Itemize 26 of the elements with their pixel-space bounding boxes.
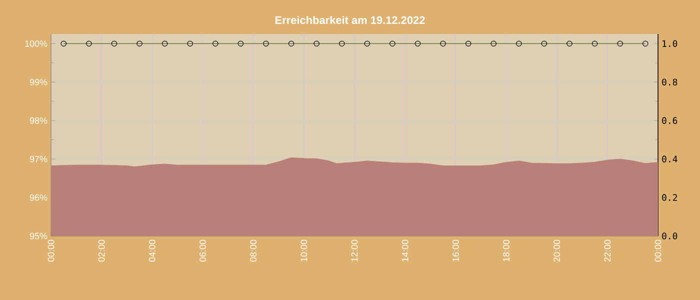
x-tick-label: 20:00: [554, 240, 560, 262]
y-tick-label: 95%: [30, 232, 48, 240]
y2-tick-label: 0.6: [662, 117, 678, 124]
y-tick-label: 100%: [25, 40, 48, 47]
chart-title: Erreichbarkeit am 19.12.2022: [275, 16, 425, 24]
y2-tick-label: 0.4: [662, 156, 678, 162]
y2-tick-label: 0.8: [662, 78, 678, 86]
y-tick-label: 97%: [30, 156, 48, 162]
x-tick-label: 06:00: [200, 240, 206, 262]
y2-tick-label: 0.0: [662, 232, 678, 240]
y2-tick-label: 0.2: [662, 194, 677, 201]
y2-tick-label: 1.0: [662, 40, 678, 48]
y-tick-label: 99%: [30, 78, 48, 86]
x-tick-label: 04:00: [148, 240, 156, 262]
x-tick-label: 08:00: [250, 240, 257, 262]
y-tick-label: 98%: [30, 117, 48, 124]
x-tick-label: 14:00: [402, 240, 408, 262]
y-tick-label: 96%: [30, 194, 48, 201]
x-tick-label: 00:00: [654, 240, 662, 262]
x-tick-label: 18:00: [503, 240, 510, 262]
x-tick-label: 02:00: [98, 240, 105, 262]
x-tick-label: 00:00: [48, 240, 54, 262]
x-tick-label: 22:00: [604, 240, 611, 262]
x-tick-label: 16:00: [452, 240, 459, 262]
x-tick-label: 12:00: [351, 240, 358, 262]
x-tick-label: 10:00: [300, 240, 308, 262]
